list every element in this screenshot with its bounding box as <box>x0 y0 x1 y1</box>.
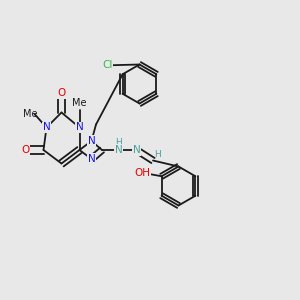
Text: N: N <box>115 145 122 155</box>
Text: O: O <box>21 145 30 155</box>
Text: O: O <box>57 88 66 98</box>
Text: OH: OH <box>134 168 150 178</box>
Text: N: N <box>43 122 50 133</box>
Text: N: N <box>88 136 95 146</box>
Text: N: N <box>76 122 83 133</box>
Text: H: H <box>115 138 122 147</box>
Text: Me: Me <box>23 109 37 119</box>
Text: N: N <box>133 145 140 155</box>
Text: Me: Me <box>72 98 87 109</box>
Text: H: H <box>154 150 161 159</box>
Text: Cl: Cl <box>102 60 113 70</box>
Text: N: N <box>88 154 95 164</box>
